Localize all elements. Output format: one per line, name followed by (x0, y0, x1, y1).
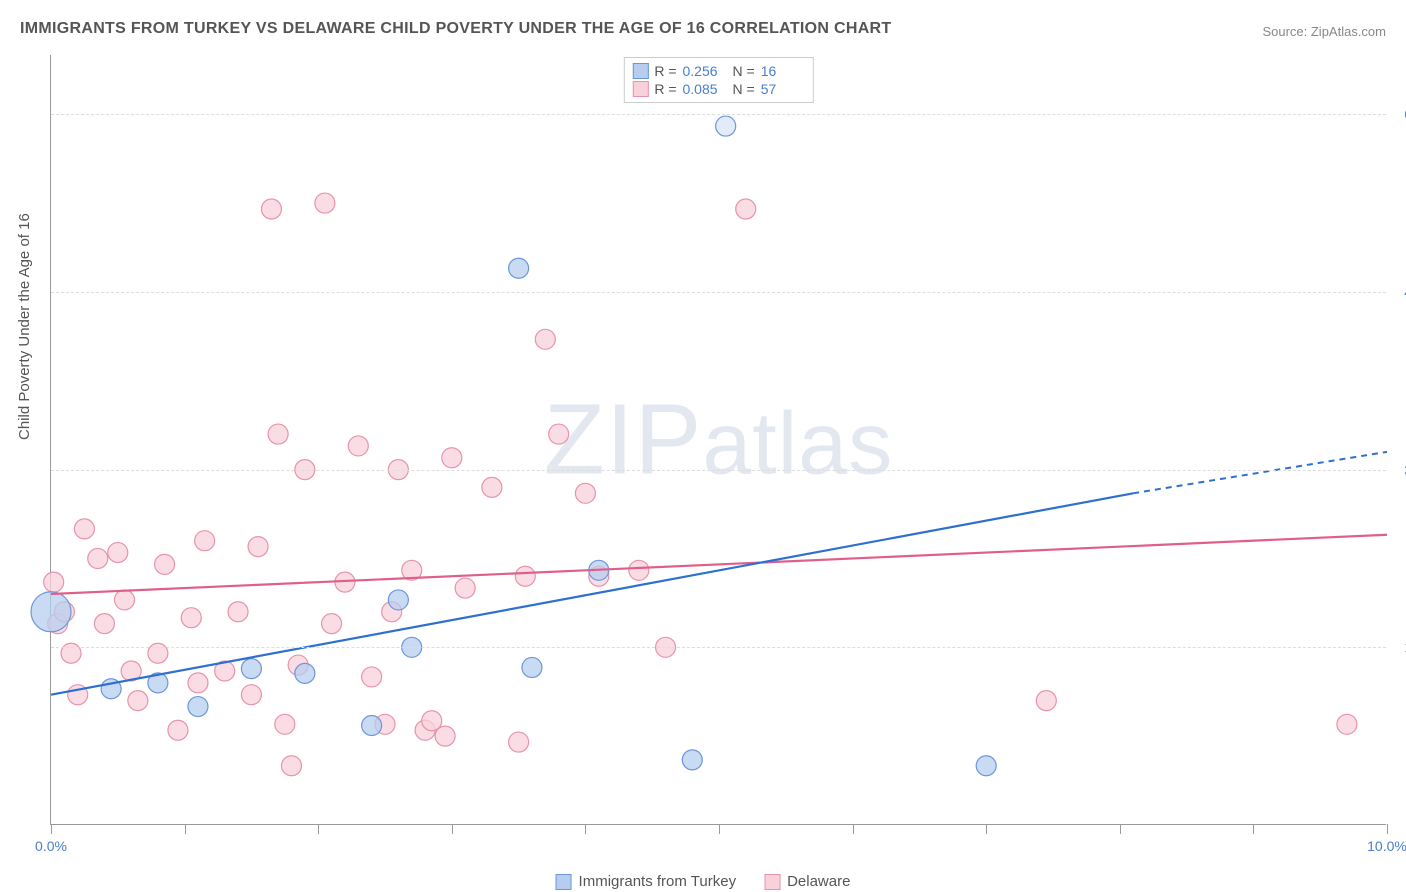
data-point (509, 732, 529, 752)
data-point (188, 697, 208, 717)
x-tick (719, 824, 720, 834)
data-point (535, 329, 555, 349)
data-point (88, 548, 108, 568)
data-point (482, 477, 502, 497)
x-tick (1387, 824, 1388, 834)
x-tick (986, 824, 987, 834)
data-point (195, 531, 215, 551)
data-point (114, 590, 134, 610)
data-point (716, 116, 736, 136)
data-point (155, 554, 175, 574)
data-point (241, 685, 261, 705)
source-prefix: Source: (1262, 24, 1310, 39)
data-point (128, 691, 148, 711)
data-point (736, 199, 756, 219)
gridline-h (51, 114, 1386, 115)
data-point (261, 199, 281, 219)
data-point (248, 537, 268, 557)
data-point (388, 590, 408, 610)
trend-line-turkey-ext (1133, 452, 1387, 493)
x-tick (185, 824, 186, 834)
x-tick (452, 824, 453, 834)
x-tick (51, 824, 52, 834)
data-point (509, 258, 529, 278)
data-point (31, 592, 71, 632)
data-point (74, 519, 94, 539)
data-point (1337, 714, 1357, 734)
source-link[interactable]: ZipAtlas.com (1311, 24, 1386, 39)
data-point (168, 720, 188, 740)
data-point (522, 657, 542, 677)
series-legend: Immigrants from Turkey Delaware (556, 873, 851, 890)
swatch-delaware (764, 874, 780, 890)
data-point (281, 756, 301, 776)
swatch-turkey (556, 874, 572, 890)
data-point (44, 572, 64, 592)
data-point (1036, 691, 1056, 711)
data-point (435, 726, 455, 746)
legend-item-delaware: Delaware (764, 873, 850, 890)
source-attribution: Source: ZipAtlas.com (1262, 24, 1386, 39)
data-point (188, 673, 208, 693)
x-tick (1120, 824, 1121, 834)
gridline-h (51, 292, 1386, 293)
data-point (362, 667, 382, 687)
data-point (515, 566, 535, 586)
data-point (295, 663, 315, 683)
data-point (228, 602, 248, 622)
plot-svg (51, 55, 1386, 824)
data-point (94, 614, 114, 634)
x-tick-label: 10.0% (1367, 838, 1406, 854)
data-point (241, 659, 261, 679)
data-point (682, 750, 702, 770)
trend-line-turkey (51, 493, 1133, 694)
data-point (549, 424, 569, 444)
x-tick (1253, 824, 1254, 834)
data-point (108, 543, 128, 563)
chart-title: IMMIGRANTS FROM TURKEY VS DELAWARE CHILD… (20, 20, 891, 38)
data-point (629, 560, 649, 580)
x-tick (853, 824, 854, 834)
x-tick (318, 824, 319, 834)
data-point (181, 608, 201, 628)
data-point (575, 483, 595, 503)
data-point (148, 643, 168, 663)
plot-area: ZIPatlas R = 0.256 N = 16 R = 0.085 N = … (50, 55, 1386, 825)
legend-label-turkey: Immigrants from Turkey (579, 873, 737, 890)
x-tick (585, 824, 586, 834)
data-point (315, 193, 335, 213)
legend-label-delaware: Delaware (787, 873, 850, 890)
data-point (322, 614, 342, 634)
legend-item-turkey: Immigrants from Turkey (556, 873, 737, 890)
data-point (268, 424, 288, 444)
data-point (362, 715, 382, 735)
x-tick-label: 0.0% (35, 838, 67, 854)
gridline-h (51, 647, 1386, 648)
data-point (442, 448, 462, 468)
data-point (275, 714, 295, 734)
gridline-h (51, 470, 1386, 471)
data-point (976, 756, 996, 776)
data-point (455, 578, 475, 598)
data-point (348, 436, 368, 456)
data-point (61, 643, 81, 663)
y-axis-label: Child Poverty Under the Age of 16 (16, 213, 33, 440)
